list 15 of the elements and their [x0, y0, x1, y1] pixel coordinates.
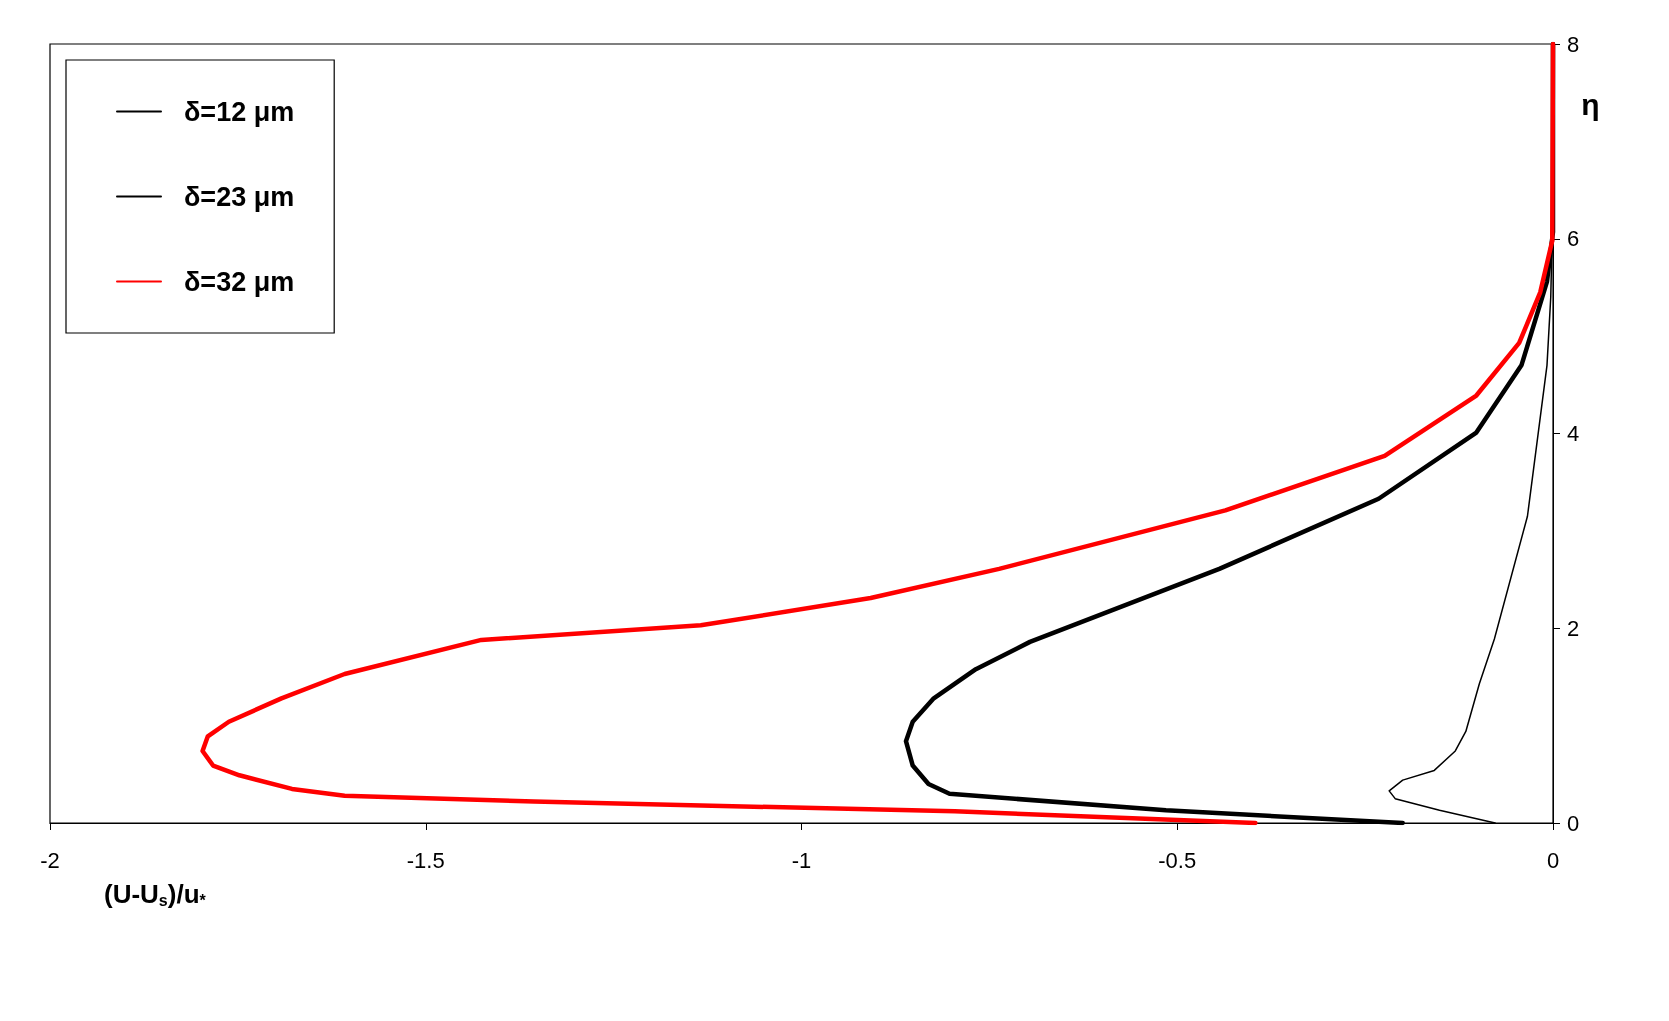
y-tick-label: 4 [1567, 421, 1580, 446]
x-tick-label: -0.5 [1158, 847, 1197, 873]
x-tick-label: -2 [40, 847, 60, 873]
legend-label: δ=23 μm [184, 181, 295, 212]
x-tick-label: 0 [1546, 847, 1560, 873]
x-axis-title: (U-Us)/u* [104, 879, 207, 909]
y-tick-label: 0 [1567, 810, 1580, 836]
x-tick-label: -1 [791, 847, 812, 873]
y-tick-label: 8 [1567, 31, 1580, 57]
legend-label: δ=12 μm [184, 96, 295, 127]
y-axis-title: η [1581, 87, 1600, 121]
y-tick-label: 2 [1567, 615, 1580, 641]
x-tick-label: -1.5 [406, 847, 445, 873]
legend-label: δ=32 μm [184, 266, 295, 297]
y-tick-label: 6 [1567, 226, 1580, 252]
